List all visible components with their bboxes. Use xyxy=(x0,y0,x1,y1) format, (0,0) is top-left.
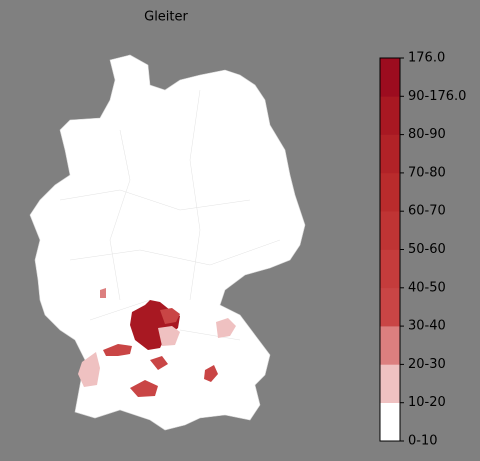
region xyxy=(130,380,158,397)
colorbar-segment xyxy=(380,211,400,250)
colorbar-segment xyxy=(380,58,400,97)
colorbar-tick-label: 176.0 xyxy=(408,51,445,66)
region xyxy=(150,356,168,370)
map xyxy=(29,54,306,431)
colorbar-segment xyxy=(380,172,400,212)
region xyxy=(216,318,236,338)
district-borders xyxy=(59,89,281,341)
colorbar-segment xyxy=(380,402,400,442)
colorbar-segment xyxy=(380,326,400,365)
region xyxy=(100,288,106,298)
region xyxy=(204,365,218,382)
colorbar-tick-label: 90-176.0 xyxy=(408,89,466,104)
colorbar-tick-label: 30-40 xyxy=(408,319,446,334)
country-outline xyxy=(29,54,306,431)
colorbar-segment xyxy=(380,249,400,289)
colorbar-segment xyxy=(380,287,400,327)
region xyxy=(160,308,180,324)
colorbar: 0-10 10-20 20-30 30-40 40-50 50-60 60-70 70-80 8… xyxy=(379,51,466,449)
colorbar-tick-label: 20-30 xyxy=(408,357,446,372)
colorbar-segment xyxy=(380,364,400,403)
colorbar-tick-label: 70-80 xyxy=(408,165,446,180)
region xyxy=(158,326,180,346)
colorbar-segment xyxy=(380,134,400,174)
colorbar-tick-label: 60-70 xyxy=(408,204,446,219)
region xyxy=(78,352,100,387)
colorbar-tick-label: 50-60 xyxy=(408,242,446,257)
colorbar-tick-label: 80-90 xyxy=(408,127,446,142)
region xyxy=(103,344,132,356)
colorbar-tick-label: 0-10 xyxy=(408,434,438,449)
colorbar-tick-label: 10-20 xyxy=(408,395,446,410)
colorbar-segment xyxy=(380,96,400,135)
title: Gleiter xyxy=(144,10,188,25)
colorbar-tick-label: 40-50 xyxy=(408,280,446,295)
